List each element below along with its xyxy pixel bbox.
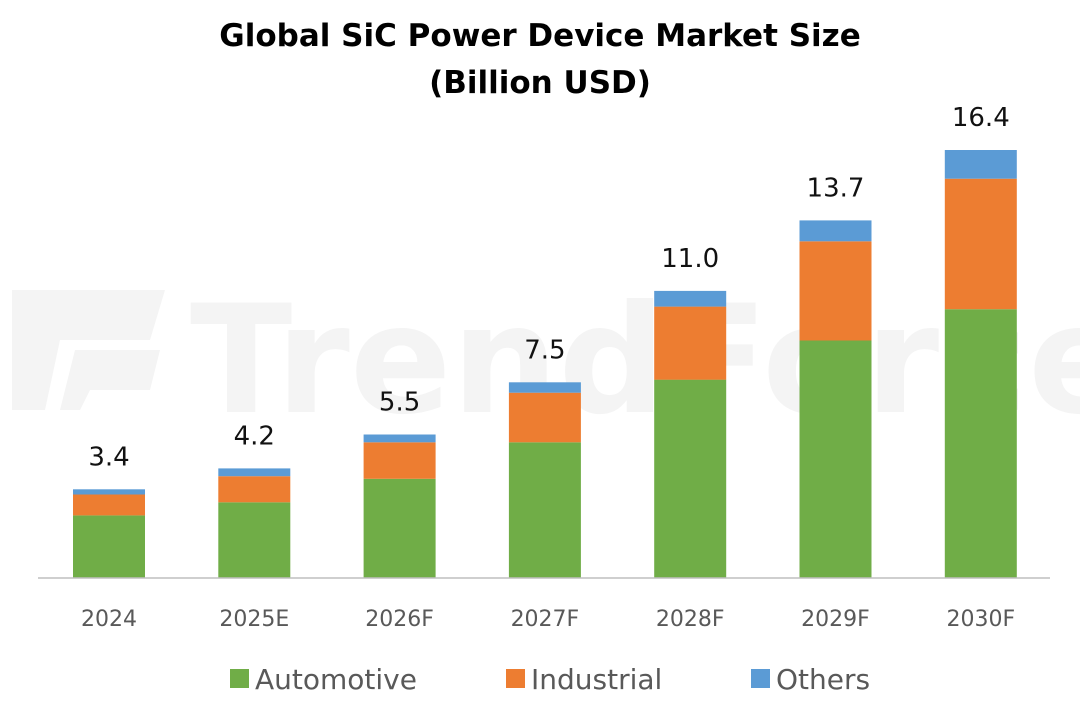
- x-tick-labels-group: 2024 2025E 2026F 2027F 2028F 2029F 2030F: [81, 607, 1015, 632]
- x-tick-label-2030f: 2030F: [946, 607, 1015, 632]
- total-label-2027f: 7.5: [524, 335, 565, 365]
- x-tick-label-2024: 2024: [81, 607, 137, 632]
- total-label-2025e: 4.2: [234, 421, 275, 451]
- bar-industrial-2029f: [799, 241, 872, 341]
- watermark-logo-mark: [12, 290, 165, 410]
- bar-others-2027f: [508, 382, 581, 393]
- x-tick-label-2029f: 2029F: [801, 607, 870, 632]
- bar-industrial-2025e: [218, 476, 291, 503]
- bar-industrial-2026f: [363, 442, 436, 479]
- x-tick-label-2025e: 2025E: [219, 607, 289, 632]
- bar-industrial-2024: [73, 494, 145, 516]
- bar-industrial-2030f: [944, 178, 1017, 310]
- bar-industrial-2027f: [508, 392, 581, 443]
- legend-swatch-industrial: [506, 669, 525, 688]
- total-labels-group: 3.4 4.2 5.5 7.5 11.0 13.7 16.4: [88, 103, 1009, 472]
- legend-swatch-automotive: [230, 669, 249, 688]
- total-label-2028f: 11.0: [661, 244, 719, 274]
- chart-title-line-2: (Billion USD): [429, 65, 651, 101]
- bar-automotive-2026f: [363, 478, 436, 578]
- total-label-2029f: 13.7: [807, 173, 865, 203]
- bar-others-2029f: [799, 220, 872, 242]
- bar-automotive-2029f: [799, 340, 872, 578]
- bar-automotive-2028f: [654, 379, 727, 578]
- bar-others-2026f: [363, 434, 436, 443]
- legend-swatch-others: [751, 669, 770, 688]
- x-tick-label-2026f: 2026F: [365, 607, 434, 632]
- legend-label-automotive: Automotive: [255, 663, 417, 696]
- bar-others-2024: [73, 489, 145, 495]
- bar-others-2030f: [944, 150, 1017, 179]
- bar-others-2028f: [654, 290, 727, 307]
- bar-automotive-2024: [73, 515, 145, 578]
- legend-label-others: Others: [776, 663, 870, 696]
- total-label-2026f: 5.5: [379, 388, 420, 418]
- watermark: TrendForce: [12, 274, 1080, 448]
- x-tick-label-2028f: 2028F: [656, 607, 725, 632]
- bar-automotive-2025e: [218, 502, 291, 578]
- watermark-text: TrendForce: [190, 274, 1080, 448]
- bar-automotive-2027f: [508, 442, 581, 578]
- bars-group: [73, 150, 1017, 578]
- x-tick-label-2027f: 2027F: [511, 607, 580, 632]
- legend-label-industrial: Industrial: [531, 663, 662, 696]
- bar-automotive-2030f: [944, 309, 1017, 578]
- bar-others-2025e: [218, 468, 291, 477]
- chart-title-line-1: Global SiC Power Device Market Size: [219, 18, 860, 54]
- total-label-2024: 3.4: [88, 442, 129, 472]
- bar-industrial-2028f: [654, 306, 727, 380]
- total-label-2030f: 16.4: [952, 103, 1010, 133]
- legend: Automotive Industrial Others: [230, 663, 870, 696]
